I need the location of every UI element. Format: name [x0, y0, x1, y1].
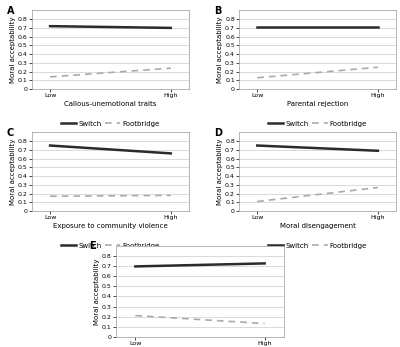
Legend: Switch, Footbridge: Switch, Footbridge [61, 120, 160, 127]
Text: B: B [214, 6, 221, 16]
Text: D: D [214, 128, 222, 138]
Text: E: E [89, 241, 96, 251]
Text: C: C [7, 128, 14, 138]
Y-axis label: Moral acceptability: Moral acceptability [217, 138, 223, 205]
X-axis label: Callous-unemotional traits: Callous-unemotional traits [64, 101, 157, 107]
Legend: Switch, Footbridge: Switch, Footbridge [268, 120, 367, 127]
Y-axis label: Moral acceptability: Moral acceptability [10, 138, 16, 205]
Legend: Switch, Footbridge: Switch, Footbridge [268, 243, 367, 248]
Y-axis label: Moral acceptability: Moral acceptability [217, 17, 223, 83]
X-axis label: Exposure to community violence: Exposure to community violence [53, 223, 168, 229]
Y-axis label: Moral acceptability: Moral acceptability [94, 258, 100, 325]
X-axis label: Parental rejection: Parental rejection [287, 101, 348, 107]
Y-axis label: Moral acceptability: Moral acceptability [10, 17, 16, 83]
Text: A: A [7, 6, 14, 16]
Legend: Switch, Footbridge: Switch, Footbridge [61, 243, 160, 248]
X-axis label: Moral disengagement: Moral disengagement [280, 223, 356, 229]
